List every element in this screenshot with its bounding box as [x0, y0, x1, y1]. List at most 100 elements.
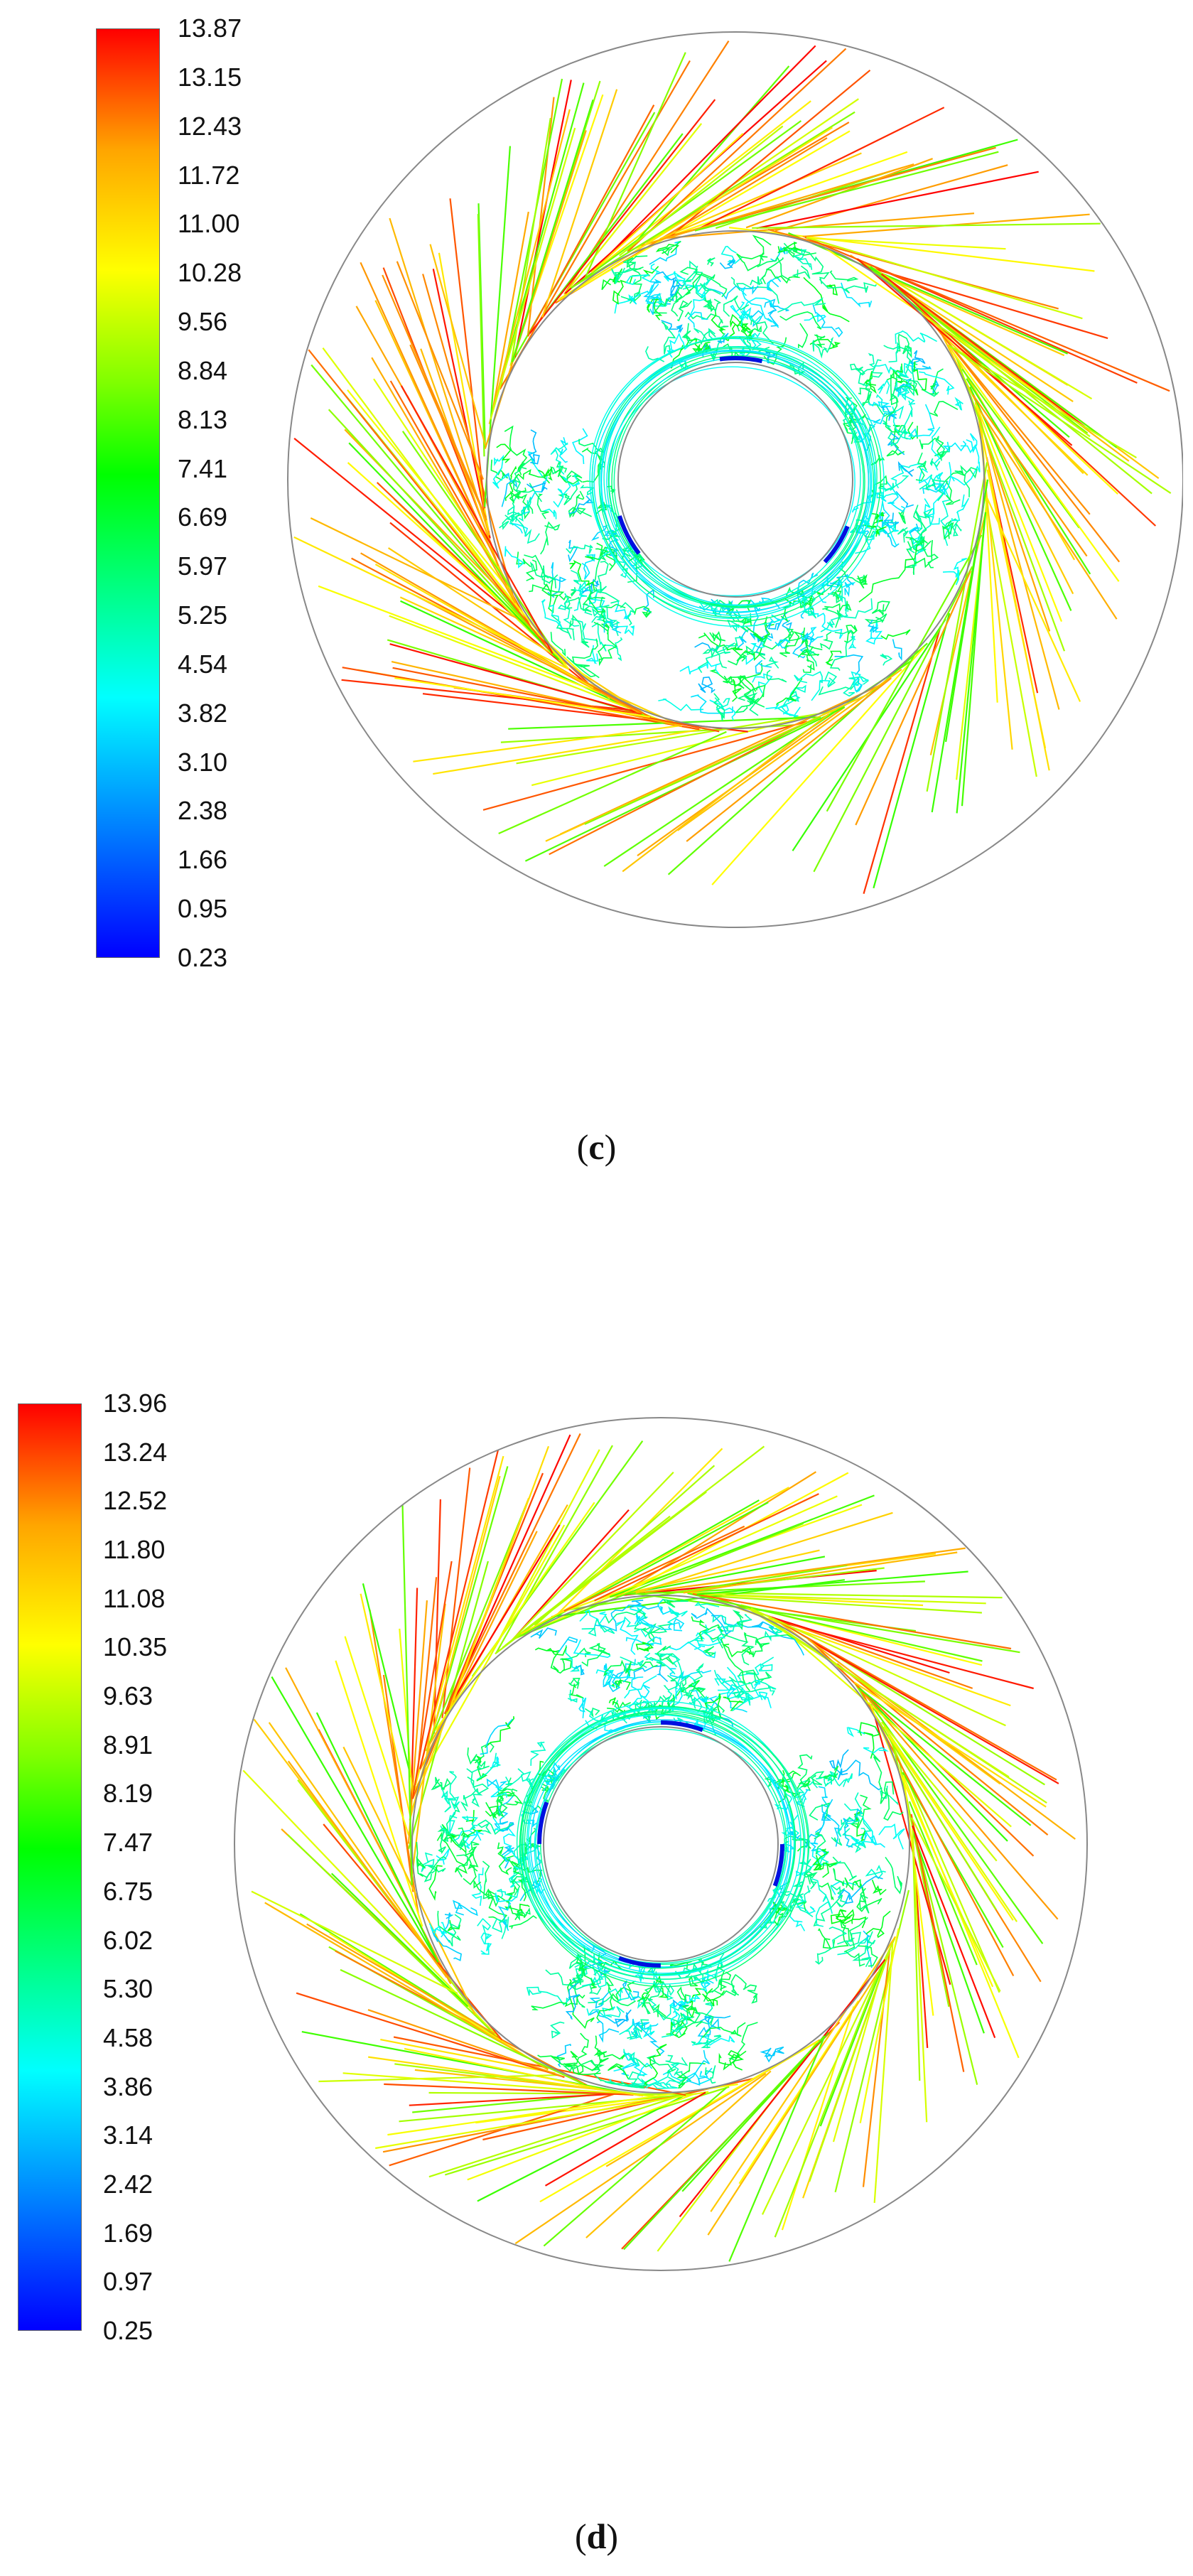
streamline-path: [892, 639, 902, 661]
streamline-path: [586, 2006, 615, 2020]
streamline-path: [687, 1629, 716, 1644]
streamline-path: [419, 1855, 447, 1878]
streamline-path: [529, 561, 556, 588]
streamline-segment: [976, 404, 1118, 620]
streamline-path: [534, 1646, 568, 1656]
streamline-path: [911, 360, 932, 371]
streamline-segment: [453, 1445, 550, 1701]
streamline-path: [690, 694, 733, 714]
streamline-path: [843, 1808, 863, 1848]
streamline-segment: [873, 1943, 894, 2203]
streamline-segment: [641, 163, 914, 247]
streamline-path: [679, 266, 728, 298]
streamline-path: [716, 1674, 747, 1713]
streamline-path: [734, 698, 765, 713]
streamline-path: [645, 346, 665, 362]
streamline-path: [858, 387, 872, 407]
streamline-path: [830, 1913, 867, 1929]
streamline-path: [832, 1856, 857, 1881]
streamline-path: [774, 638, 791, 649]
colorbar-tick-label: 7.41: [178, 453, 228, 483]
streamline-path: [684, 281, 706, 316]
streamline-path: [477, 1819, 514, 1836]
streamline-path: [764, 656, 779, 669]
streamline-path: [711, 1615, 805, 1656]
streamline-path: [880, 653, 893, 666]
streamline-segment: [348, 442, 560, 661]
streamline-path: [550, 442, 568, 475]
streamline-path: [897, 333, 912, 359]
streamline-segment: [594, 1493, 819, 1602]
streamline-segment: [623, 2035, 825, 2251]
streamline-segment: [351, 557, 651, 718]
streamline-segment: [772, 1617, 1057, 1781]
swirl-ring: [520, 1713, 797, 1969]
outer-boundary: [287, 31, 1183, 928]
streamline-path: [844, 581, 853, 598]
streamline-path: [456, 1854, 468, 1877]
streamline-path: [714, 697, 730, 711]
streamline-segment: [477, 2094, 686, 2202]
streamline-path: [821, 1799, 843, 1847]
streamline-path: [854, 1880, 882, 1912]
rotor-blade: [618, 1956, 661, 1968]
streamline-path: [581, 554, 595, 580]
streamline-segment: [308, 349, 550, 650]
streamline-path: [905, 541, 916, 576]
streamline-segment: [449, 198, 486, 509]
streamline-segment: [382, 1674, 414, 1892]
streamline-segment: [301, 2031, 641, 2096]
streamline-path: [767, 276, 782, 292]
streamline-segment: [315, 1712, 439, 1963]
streamline-path: [703, 342, 718, 352]
streamline-path: [509, 522, 529, 537]
streamline-path: [711, 1979, 740, 1996]
streamline-path: [730, 1679, 749, 1712]
streamline-segment: [411, 593, 642, 715]
streamline-path: [760, 2046, 784, 2063]
streamline-path: [573, 1639, 611, 1659]
streamline-segment: [432, 269, 491, 539]
streamline-path: [595, 546, 617, 560]
streamline-path: [887, 524, 899, 546]
streamline-path: [750, 319, 774, 345]
streamline-segment: [411, 1561, 453, 1799]
streamline-path: [573, 1664, 585, 1676]
streamline-path: [571, 618, 598, 642]
streamline-path: [753, 1679, 772, 1708]
streamline-segment: [774, 1966, 882, 2238]
streamline-path: [907, 404, 935, 437]
streamline-path: [888, 341, 901, 363]
streamline-segment: [371, 357, 517, 604]
streamline-segment: [539, 133, 684, 321]
streamline-path: [859, 1887, 870, 1914]
streamline-path: [929, 368, 944, 395]
streamline-path: [704, 2015, 731, 2023]
streamline-path: [750, 1679, 777, 1696]
streamline-segment: [392, 667, 720, 733]
streamline-path: [545, 1969, 602, 1995]
streamline-segment: [516, 710, 836, 765]
streamline-path: [526, 1986, 571, 2006]
streamline-path: [671, 290, 683, 317]
streamline-segment: [391, 661, 683, 728]
streamline-path: [576, 1952, 588, 1978]
streamline-path: [653, 2008, 695, 2031]
streamline-path: [497, 1901, 512, 1931]
streamline-segment: [738, 2000, 860, 2184]
rotor-blade: [537, 1801, 549, 1844]
streamline-segment: [887, 1734, 1000, 1993]
streamline-segment: [862, 1950, 891, 2187]
streamline-path: [886, 424, 905, 457]
streamline-path: [794, 671, 823, 684]
streamline-path: [865, 1832, 885, 1848]
streamline-path: [585, 542, 603, 561]
streamline-path: [665, 2054, 689, 2066]
streamline-path: [611, 267, 632, 284]
streamline-segment: [396, 261, 485, 480]
streamline-path: [766, 669, 787, 683]
streamline-path: [691, 1607, 733, 1635]
streamline-path: [870, 511, 885, 529]
streamline-path: [447, 1914, 462, 1947]
streamline-path: [480, 1932, 492, 1955]
